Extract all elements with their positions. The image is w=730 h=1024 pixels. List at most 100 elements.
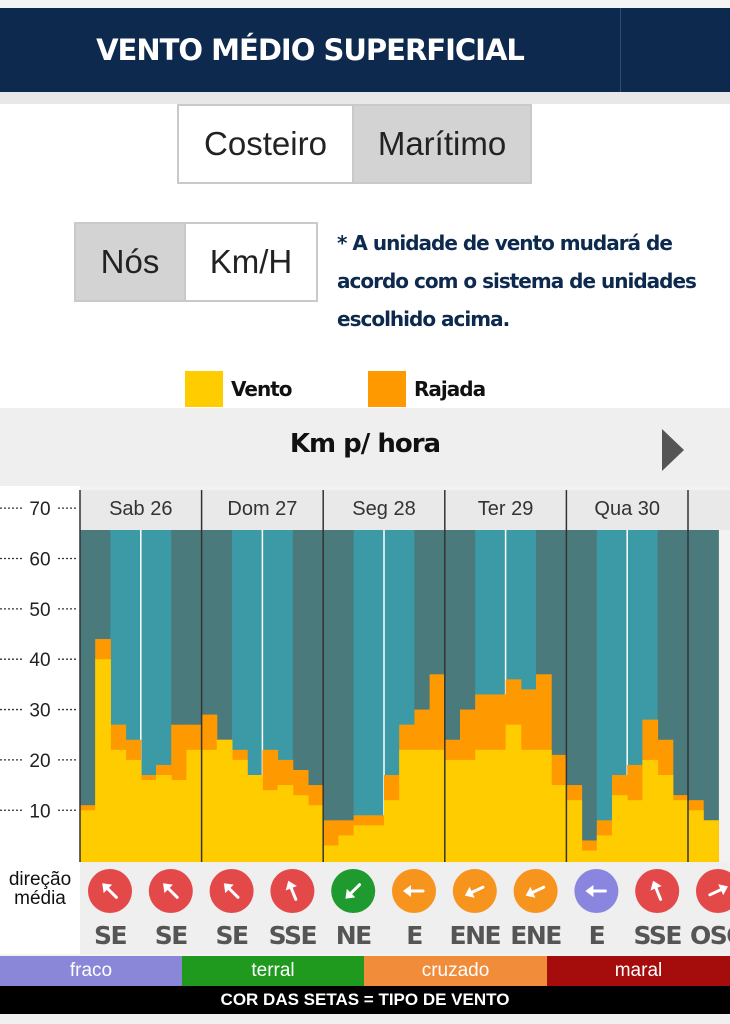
y-tick-label: 10: [29, 801, 50, 822]
wind-arrow-icon: [392, 869, 436, 913]
arrow-head: [718, 884, 728, 896]
wind-column: [429, 749, 446, 862]
wind-type-terral: terral: [182, 956, 364, 986]
arrow-glyph: [585, 885, 607, 897]
night-day-stripe: [703, 530, 719, 862]
wind-column: [232, 759, 248, 862]
header-divider: [620, 8, 621, 92]
direction-code: ENE: [450, 921, 501, 950]
wind-column: [414, 749, 431, 862]
wind-column: [368, 825, 385, 862]
wind-column: [125, 759, 142, 862]
wind-column: [353, 825, 370, 862]
wind-column: [323, 845, 339, 862]
wind-column: [505, 724, 522, 862]
coastal-button[interactable]: Costeiro: [179, 106, 352, 182]
direction-code: SE: [94, 921, 127, 950]
arrow-head: [223, 883, 234, 894]
wind-column: [520, 749, 537, 862]
arrow-glyph: [650, 880, 663, 901]
wind-column: [338, 835, 355, 862]
direction-code: E: [589, 921, 605, 950]
night-day-stripe: [368, 530, 385, 862]
arrow-glyph: [525, 885, 546, 898]
wind-column: [80, 810, 96, 862]
kmh-button[interactable]: Km/H: [184, 224, 316, 300]
night-day-stripe: [672, 530, 689, 862]
day-label: Seg 28: [352, 498, 415, 520]
wind-type-maral: maral: [547, 956, 730, 986]
mode-toggle: Costeiro Marítimo: [177, 104, 532, 184]
next-arrow-icon[interactable]: [662, 429, 684, 471]
arrow-glyph: [708, 884, 728, 897]
wind-column: [444, 759, 461, 862]
wind-column: [657, 775, 674, 862]
arrow-circle: [696, 869, 730, 913]
wind-arrow-icon: [574, 869, 619, 913]
wind-column: [292, 795, 309, 862]
knots-button[interactable]: Nós: [76, 224, 184, 300]
wind-column: [201, 749, 218, 862]
wind-type-cruzado: cruzado: [364, 956, 547, 986]
night-day-stripe: [338, 530, 355, 862]
wind-column: [612, 795, 628, 862]
y-tick-label: 50: [29, 600, 50, 621]
direction-code: SSE: [269, 921, 317, 950]
direction-code: SSE: [633, 921, 681, 950]
direction-code: E: [406, 921, 422, 950]
arrow-head: [345, 888, 356, 899]
wind-column: [247, 775, 263, 862]
wind-column: [490, 749, 507, 862]
arrow-glyph: [345, 883, 362, 899]
wind-arrow-icon: [209, 869, 254, 913]
unit-note: * A unidade de vento mudará de acordo co…: [337, 231, 697, 331]
direction-label-background: [0, 862, 80, 954]
wind-column: [277, 785, 294, 862]
legend-label-gust: Rajada: [414, 377, 486, 401]
wind-arrow-icon: [452, 869, 497, 913]
unit-bar: Km p/ hora: [0, 408, 730, 486]
wind-arrow-icon: [635, 869, 680, 913]
top-strip: [0, 0, 730, 8]
night-day-stripe: [80, 530, 96, 862]
legend-label-wind: Vento: [231, 377, 292, 401]
footer-caption: COR DAS SETAS = TIPO DE VENTO: [0, 986, 730, 1014]
wind-column: [171, 780, 187, 862]
marine-button[interactable]: Marítimo: [352, 106, 530, 182]
wind-column: [140, 780, 157, 862]
y-tick-label: 70: [29, 499, 50, 520]
axis-background: [0, 486, 80, 864]
wind-arrow-icon: [88, 869, 132, 913]
arrow-glyph: [102, 883, 118, 899]
wind-arrow-icon: [270, 869, 315, 913]
y-tick-label: 30: [29, 701, 50, 722]
night-day-stripe: [581, 530, 598, 862]
legend-swatch-wind: [185, 371, 223, 407]
arrow-glyph: [285, 880, 298, 901]
wind-arrow-icon: [696, 869, 730, 913]
legend-swatch-gust: [368, 371, 406, 407]
day-label: Qua 30: [594, 498, 660, 520]
wind-column: [216, 739, 233, 862]
wind-arrow-icon: [331, 869, 376, 913]
unit-title: Km p/ hora: [289, 429, 441, 459]
direction-code: NE: [336, 921, 371, 950]
wind-column: [536, 749, 552, 862]
wind-column: [551, 785, 567, 862]
wind-column: [672, 800, 689, 862]
header: VENTO MÉDIO SUPERFICIAL: [0, 8, 730, 92]
direction-code: SE: [155, 921, 188, 950]
night-day-stripe: [353, 530, 370, 862]
night-day-stripe: [596, 530, 613, 862]
wind-column: [186, 749, 203, 862]
arrow-glyph: [223, 883, 240, 899]
wind-column: [399, 749, 415, 862]
day-label: Sab 26: [109, 498, 172, 520]
sub-bar: [0, 92, 730, 104]
y-tick-label: 20: [29, 751, 50, 772]
arrow-head: [163, 883, 173, 894]
wind-column: [475, 749, 491, 862]
y-tick-label: 40: [29, 650, 50, 671]
direction-code: OSO: [690, 921, 730, 950]
wind-arrow-icon: [148, 869, 193, 913]
